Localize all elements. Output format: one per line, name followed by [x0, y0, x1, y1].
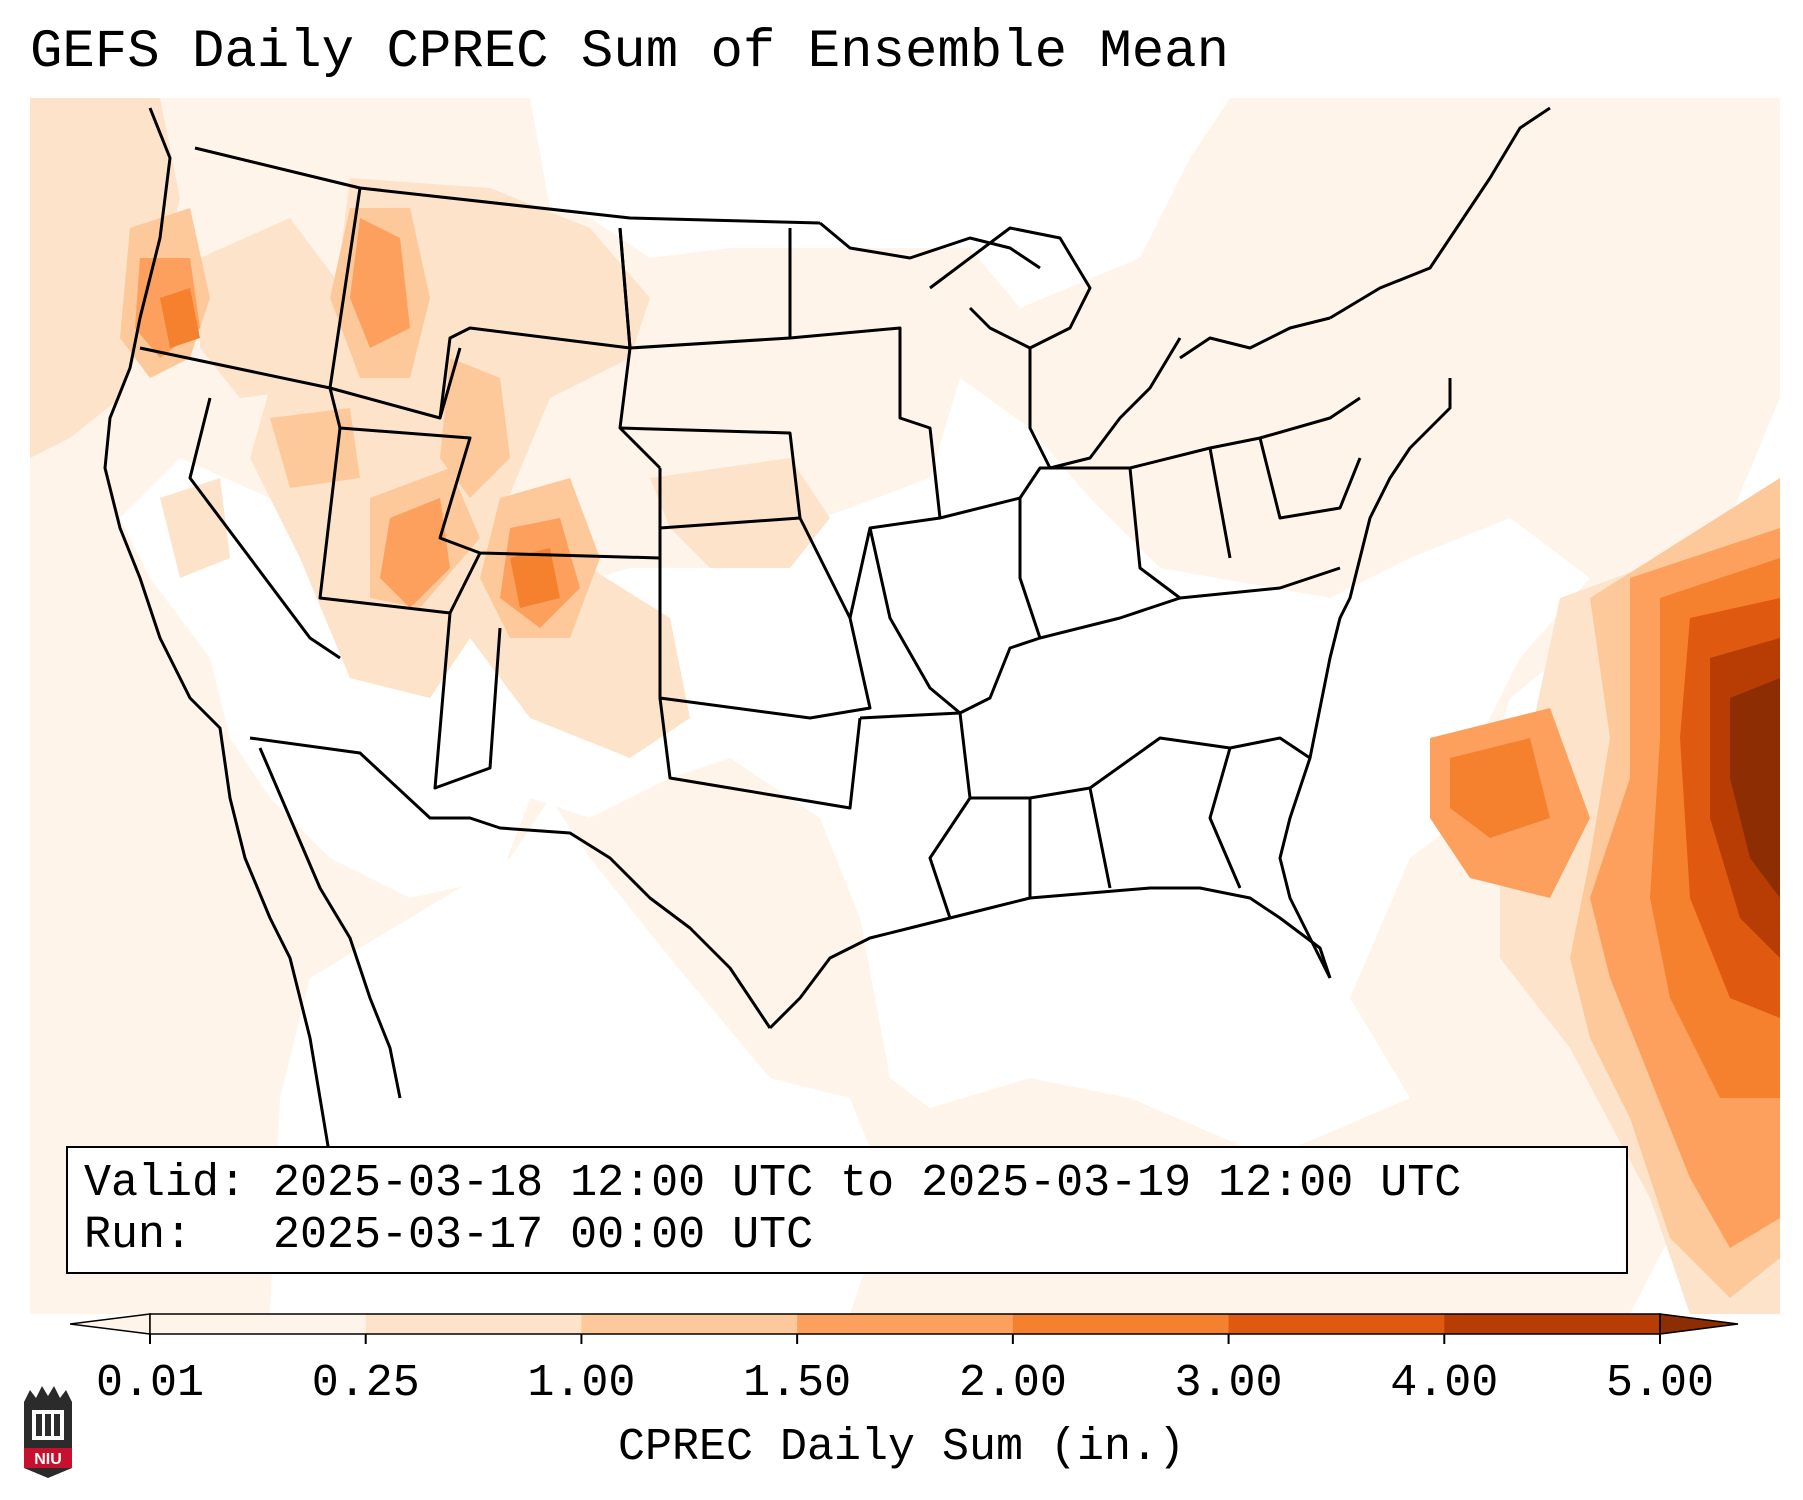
map-panel	[30, 98, 1780, 1314]
colorbar-tick-label: 3.00	[1174, 1358, 1283, 1409]
colorbar-segment	[365, 1314, 582, 1334]
colorbar-ticks	[149, 1334, 1661, 1344]
precip-map	[30, 98, 1780, 1314]
colorbar-label: CPREC Daily Sum (in.)	[617, 1422, 1186, 1473]
colorbar	[70, 1313, 1739, 1344]
valid-time-box: Valid: 2025-03-18 12:00 UTC to 2025-03-1…	[66, 1146, 1628, 1274]
colorbar-segment	[150, 1314, 367, 1334]
colorbar-tick-label: 5.00	[1605, 1358, 1715, 1409]
colorbar-tick-label: 1.50	[743, 1358, 852, 1409]
colorbar-segment	[581, 1314, 798, 1334]
colorbar-extend-min	[70, 1313, 151, 1335]
colorbar-segment	[797, 1314, 1014, 1334]
colorbar-tick-label: 1.00	[527, 1358, 636, 1409]
colorbar-tick-label: 4.00	[1390, 1358, 1499, 1409]
run-time-line: Run: 2025-03-17 00:00 UTC	[84, 1210, 814, 1261]
colorbar-tick-label: 0.01	[95, 1358, 205, 1409]
logo-text: NIU	[34, 1451, 62, 1468]
map-boundaries	[103, 106, 1551, 1159]
map-title: GEFS Daily CPREC Sum of Ensemble Mean	[30, 22, 1229, 83]
valid-time-line: Valid: 2025-03-18 12:00 UTC to 2025-03-1…	[84, 1158, 1462, 1209]
colorbar-segments	[70, 1313, 1739, 1335]
colorbar-segment	[1228, 1314, 1445, 1334]
colorbar-tick-label: 2.00	[958, 1358, 1067, 1409]
colorbar-segment	[1012, 1314, 1230, 1334]
niu-logo: NIU	[24, 1386, 72, 1478]
colorbar-tick-label: 0.25	[311, 1358, 420, 1409]
precip-shading-extreme	[1730, 678, 1780, 898]
colorbar-extend-max	[1659, 1313, 1739, 1335]
colorbar-outline	[149, 1313, 1661, 1335]
colorbar-segment	[1444, 1314, 1661, 1334]
